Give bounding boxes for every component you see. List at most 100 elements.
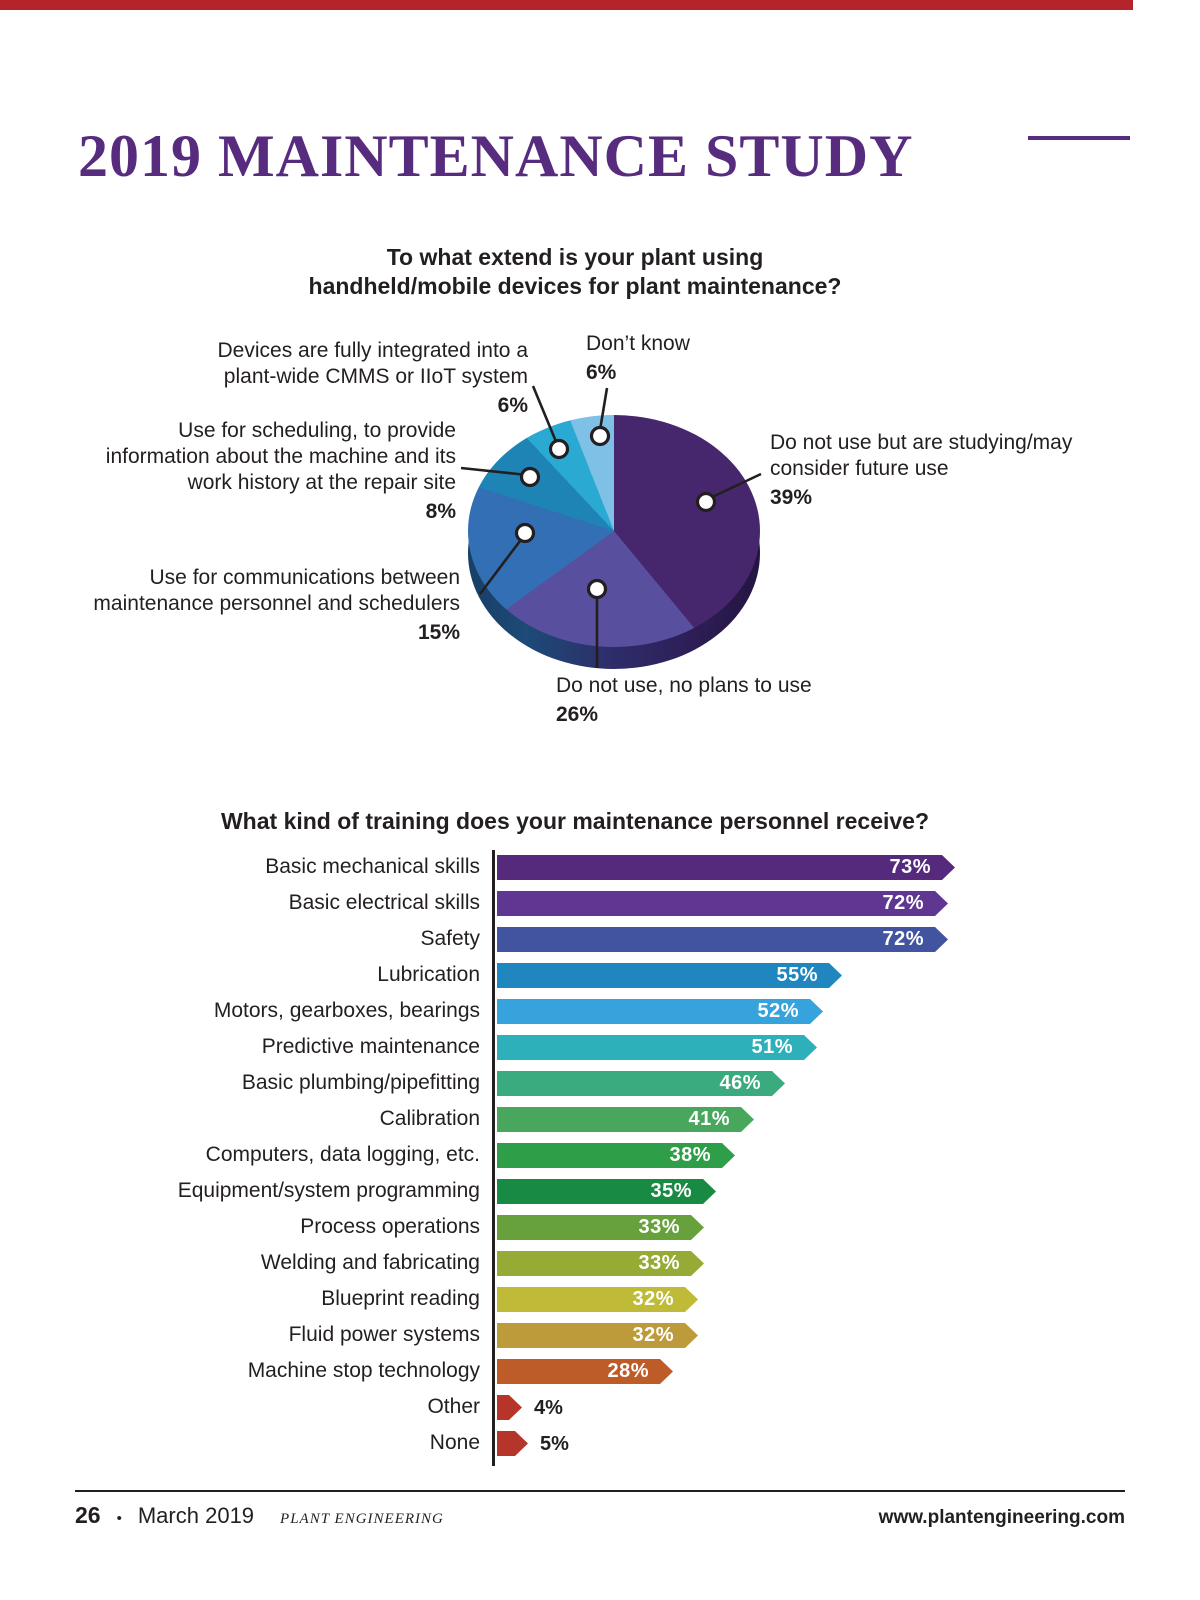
bar-label: Other bbox=[427, 1395, 480, 1418]
bar-value-inside: 33% bbox=[638, 1252, 680, 1274]
footer-bullet: • bbox=[116, 1510, 122, 1527]
bar-label: Process operations bbox=[300, 1215, 480, 1238]
bar-label: Machine stop technology bbox=[247, 1359, 480, 1382]
pie-label-scheduling: Use for scheduling, to provide informati… bbox=[102, 418, 456, 525]
bar: 46% bbox=[497, 1071, 785, 1096]
bar-label: Blueprint reading bbox=[321, 1287, 480, 1310]
bar-value-inside: 35% bbox=[650, 1180, 692, 1202]
bar-row: Machine stop technology 28% bbox=[0, 1354, 1200, 1390]
bar-row: Computers, data logging, etc. 38% bbox=[0, 1138, 1200, 1174]
bar-row: None 5% bbox=[0, 1426, 1200, 1462]
bar-label: Safety bbox=[420, 927, 480, 950]
bar-row: Equipment/system programming 35% bbox=[0, 1174, 1200, 1210]
bar-label: Basic electrical skills bbox=[288, 891, 480, 914]
bar-row: Fluid power systems 32% bbox=[0, 1318, 1200, 1354]
bar-row: Predictive maintenance 51% bbox=[0, 1030, 1200, 1066]
pie-label-communications: Use for communications between maintenan… bbox=[78, 565, 460, 646]
pie-label-percent: 39% bbox=[770, 486, 813, 510]
bar-value-inside: 32% bbox=[632, 1324, 674, 1346]
bar: 35% bbox=[497, 1179, 716, 1204]
bar: 72% bbox=[497, 891, 948, 916]
bar-value-inside: 46% bbox=[719, 1072, 761, 1094]
bar-value-inside: 32% bbox=[632, 1288, 674, 1310]
bar-row: Calibration 41% bbox=[0, 1102, 1200, 1138]
bar-value-outside: 5% bbox=[540, 1433, 569, 1455]
bar-rows: Basic mechanical skills 73% Basic electr… bbox=[0, 850, 1200, 1462]
bar-row: Blueprint reading 32% bbox=[0, 1282, 1200, 1318]
pie-label-text: Use for scheduling, to provide informati… bbox=[105, 419, 456, 495]
bar: 32% bbox=[497, 1323, 698, 1348]
bar: 55% bbox=[497, 963, 842, 988]
pie-label-text: Use for communications between maintenan… bbox=[93, 566, 460, 616]
pie-label-text: Devices are fully integrated into a plan… bbox=[217, 339, 529, 389]
pie-label-text: Do not use, no plans to use bbox=[556, 674, 812, 697]
bar-value-inside: 41% bbox=[688, 1108, 730, 1130]
bar: 38% bbox=[497, 1143, 735, 1168]
pie-label-percent: 26% bbox=[556, 703, 599, 727]
bar: 41% bbox=[497, 1107, 754, 1132]
pie-label-percent: 6% bbox=[586, 361, 617, 385]
bar-label: Fluid power systems bbox=[288, 1323, 480, 1346]
bar-row: Basic plumbing/pipefitting 46% bbox=[0, 1066, 1200, 1102]
bar-value-inside: 72% bbox=[882, 892, 924, 914]
bar-row: Process operations 33% bbox=[0, 1210, 1200, 1246]
bar: 51% bbox=[497, 1035, 817, 1060]
bar bbox=[497, 1431, 528, 1456]
bar-value-inside: 38% bbox=[669, 1144, 711, 1166]
bar: 33% bbox=[497, 1215, 704, 1240]
bar: 32% bbox=[497, 1287, 698, 1312]
footer: 26 • March 2019 PLANT ENGINEERING www.pl… bbox=[75, 1502, 1125, 1529]
bar-chart-axis bbox=[492, 850, 495, 1466]
bar-value-inside: 33% bbox=[638, 1216, 680, 1238]
bar-label: Basic mechanical skills bbox=[265, 855, 480, 878]
bar bbox=[497, 1395, 522, 1420]
pie-face bbox=[468, 415, 760, 647]
page-title: 2019 MAINTENANCE STUDY bbox=[78, 123, 914, 190]
pie-chart-title: To what extend is your plant using handh… bbox=[308, 244, 842, 299]
bar-row: Basic mechanical skills 73% bbox=[0, 850, 1200, 886]
bar-label: Basic plumbing/pipefitting bbox=[241, 1071, 480, 1094]
bar-value-inside: 51% bbox=[751, 1036, 793, 1058]
pie-label-text: Don’t know bbox=[586, 332, 690, 355]
bar-value-inside: 73% bbox=[889, 856, 931, 878]
bar: 28% bbox=[497, 1359, 673, 1384]
footer-magazine-name: PLANT ENGINEERING bbox=[280, 1511, 444, 1527]
pie-label-studying: Do not use but are studying/may consider… bbox=[770, 430, 1110, 511]
bar: 72% bbox=[497, 927, 948, 952]
bar-label: Lubrication bbox=[377, 963, 480, 986]
bar-value-inside: 28% bbox=[607, 1360, 649, 1382]
pie-label-text: Do not use but are studying/may consider… bbox=[770, 431, 1073, 481]
bar-row: Welding and fabricating 33% bbox=[0, 1246, 1200, 1282]
bar-label: Equipment/system programming bbox=[177, 1179, 480, 1202]
bar-row: Motors, gearboxes, bearings 52% bbox=[0, 994, 1200, 1030]
bar: 33% bbox=[497, 1251, 704, 1276]
footer-date: March 2019 bbox=[137, 1503, 255, 1528]
bar-label: Computers, data logging, etc. bbox=[205, 1143, 480, 1166]
bar-chart-title: What kind of training does your maintena… bbox=[220, 808, 930, 834]
bar: 52% bbox=[497, 999, 823, 1024]
footer-rule bbox=[75, 1490, 1125, 1492]
bar-value-outside: 4% bbox=[534, 1397, 563, 1419]
footer-page-number: 26 bbox=[75, 1502, 101, 1528]
bar-row: Safety 72% bbox=[0, 922, 1200, 958]
bar-row: Lubrication 55% bbox=[0, 958, 1200, 994]
pie-label-dont-know: Don’t know 6% bbox=[586, 331, 806, 386]
bar-value-inside: 72% bbox=[882, 928, 924, 950]
bar-label: Calibration bbox=[379, 1107, 480, 1130]
bar-label: Motors, gearboxes, bearings bbox=[213, 999, 480, 1022]
pie-label-no-plans: Do not use, no plans to use 26% bbox=[556, 673, 876, 728]
bar: 73% bbox=[497, 855, 955, 880]
bar-label: Predictive maintenance bbox=[261, 1035, 480, 1058]
bar-row: Basic electrical skills 72% bbox=[0, 886, 1200, 922]
bar-value-inside: 55% bbox=[776, 964, 818, 986]
bar-row: Other 4% bbox=[0, 1390, 1200, 1426]
bar-label: None bbox=[429, 1431, 480, 1454]
pie-label-integrated: Devices are fully integrated into a plan… bbox=[198, 338, 529, 419]
pie-label-percent: 8% bbox=[425, 500, 456, 524]
pie-label-percent: 15% bbox=[417, 621, 460, 645]
title-rule bbox=[1028, 136, 1130, 140]
top-accent-bar bbox=[0, 0, 1133, 10]
pie-label-percent: 6% bbox=[497, 394, 528, 418]
bar-value-inside: 52% bbox=[757, 1000, 799, 1022]
